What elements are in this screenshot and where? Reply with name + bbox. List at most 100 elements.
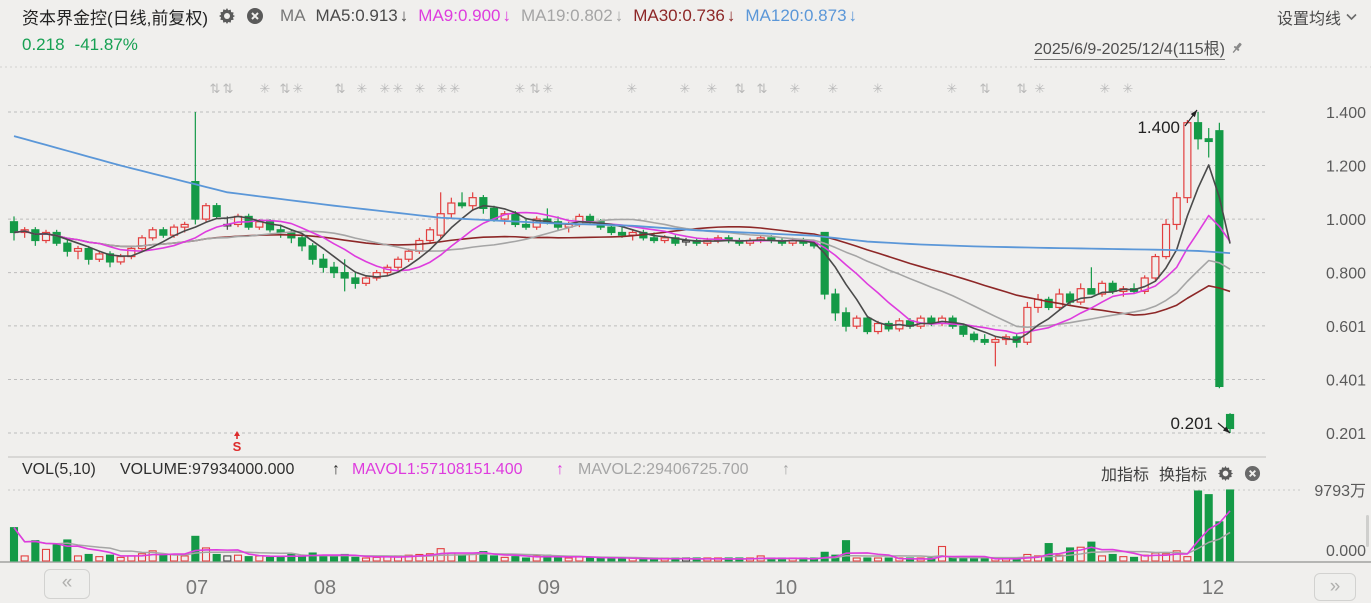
volume-bar (105, 554, 115, 562)
event-arrows-icon: ⇅ (530, 81, 541, 96)
volume-bar (201, 547, 211, 562)
right-scroll-handle[interactable] (1366, 515, 1369, 547)
volume-bar (532, 555, 541, 562)
candle (41, 231, 51, 242)
candle (969, 333, 979, 341)
volume-bar (148, 550, 157, 562)
chevron-down-icon (1346, 13, 1357, 21)
candle (1183, 122, 1192, 199)
volume-gear-icon[interactable] (1217, 465, 1234, 482)
volume-bar (1129, 556, 1139, 562)
ma19-value: MA19:0.802 ↓ (521, 6, 624, 25)
event-star-icon: ✳ (357, 81, 368, 96)
chart-header: 资本界金控(日线,前复权) MA MA5:0.913 ↓ MA9:0.900 ↓ M… (0, 0, 1371, 32)
candle (1023, 306, 1032, 343)
candle (521, 223, 531, 228)
candle (1055, 293, 1064, 309)
event-arrows-icon: ⇅ (210, 81, 221, 96)
ma-settings-button[interactable]: 设置均线 (1277, 5, 1357, 29)
candle (660, 237, 669, 242)
event-arrows-icon: ⇅ (280, 81, 291, 96)
candle (1076, 288, 1085, 303)
volume-bar (223, 555, 232, 562)
volume-bar (564, 557, 573, 562)
volume-bar (52, 544, 61, 562)
ma5-trend-arrow: ↓ (399, 6, 409, 25)
event-star-icon: ✳ (415, 81, 426, 96)
mavol1-line (13, 510, 1231, 560)
candle (959, 325, 968, 335)
candle (991, 338, 1000, 343)
candle (319, 258, 328, 268)
volume-bar (425, 553, 435, 562)
candle (191, 181, 200, 220)
volume-bar (159, 554, 168, 562)
volume-bar (1044, 543, 1053, 562)
ma9-value: MA9:0.900 ↓ (418, 6, 512, 25)
candle (1087, 288, 1096, 295)
price-axis-label: 1.000 (1326, 212, 1366, 229)
scroll-left-button[interactable]: « (44, 569, 90, 599)
event-arrows-icon: ⇅ (757, 81, 768, 96)
candle (1215, 130, 1224, 388)
date-range-link[interactable]: 2025/6/9-2025/12/4(115根) (1034, 35, 1245, 60)
volume-bar (1161, 553, 1171, 562)
volume-bar (553, 556, 563, 562)
month-axis-label: 11 (995, 577, 1016, 599)
volume-bar (1097, 555, 1107, 562)
event-star-icon: ✳ (947, 81, 958, 96)
volume-bar (180, 555, 189, 562)
candle (1108, 282, 1117, 292)
volume-bar (212, 553, 221, 562)
candle (159, 229, 168, 236)
event-star-icon: ✳ (707, 81, 718, 96)
volume-bar (372, 556, 381, 562)
volume-bar (511, 556, 520, 562)
gear-icon[interactable] (218, 7, 236, 25)
mavol2-value: MAVOL2:29406725.700 (578, 461, 749, 478)
candle (1097, 282, 1107, 295)
volume-bar (479, 551, 488, 562)
switch-indicator-button[interactable]: 换指标 (1158, 467, 1207, 484)
event-arrows-icon: ⇅ (223, 81, 234, 96)
close-icon[interactable] (246, 7, 264, 25)
volume-bar (521, 557, 531, 562)
candle (201, 205, 211, 220)
candle (265, 221, 275, 231)
volume-bar (1193, 490, 1203, 562)
candle (1044, 298, 1053, 309)
candle (863, 317, 872, 333)
volume-bar (95, 556, 104, 562)
volume-bar (265, 556, 275, 562)
scroll-right-button[interactable]: » (1314, 573, 1356, 601)
volume-close-icon[interactable] (1244, 465, 1261, 482)
event-arrows-icon: ⇅ (980, 81, 991, 96)
volume-bar (41, 548, 51, 562)
volume-bar (84, 553, 93, 562)
candle (479, 197, 488, 209)
volume-bar (489, 555, 499, 562)
event-star-icon: ✳ (380, 81, 391, 96)
volume-bar (500, 556, 509, 562)
candle (73, 247, 83, 252)
candle (137, 237, 147, 250)
split-event-arrow (234, 431, 240, 436)
volume-bar (585, 556, 595, 562)
candle (841, 312, 851, 327)
volume-bar (937, 545, 947, 562)
add-indicator-button[interactable]: 加指标 (1100, 467, 1149, 484)
symbol-title: 资本界金控(日线,前复权) (22, 8, 209, 28)
volume-bar (9, 527, 19, 562)
candle (607, 226, 616, 234)
volume-bar (1119, 556, 1128, 562)
volume-bar (329, 556, 339, 562)
candle (468, 197, 477, 207)
ma19-trend-arrow: ↓ (614, 6, 624, 25)
price-axis-label: 0.601 (1326, 319, 1366, 336)
price-axis-label: 0.800 (1326, 266, 1366, 283)
ma120-line (13, 135, 1231, 254)
event-star-icon: ✳ (873, 81, 884, 96)
candle (63, 242, 72, 252)
